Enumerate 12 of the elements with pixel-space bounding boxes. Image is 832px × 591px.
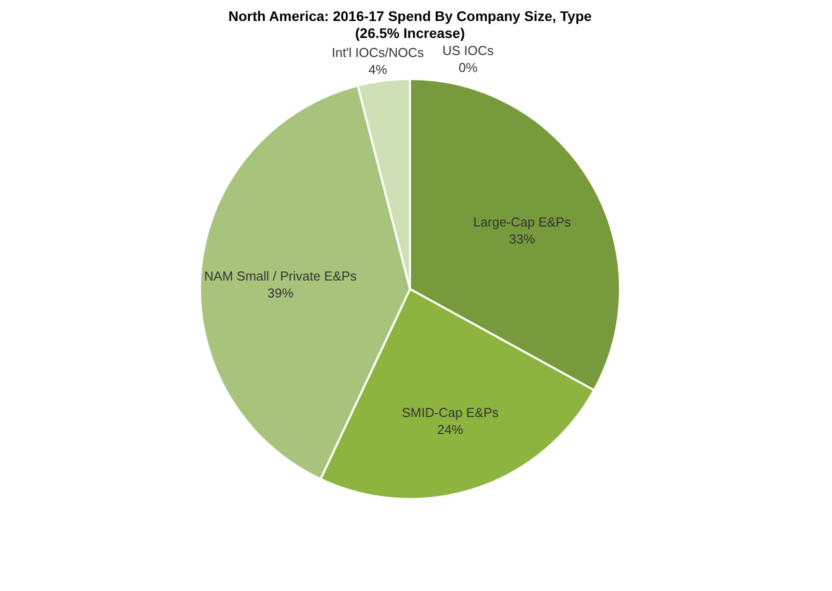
data-label: 24% <box>437 422 464 437</box>
data-label: 33% <box>509 232 536 247</box>
chart-subtitle: (26.5% Increase) <box>355 25 465 41</box>
slice-label: NAM Small / Private E&Ps <box>204 268 358 284</box>
category-label: US IOCs <box>442 43 494 58</box>
chart-title: North America: 2016-17 Spend By Company Size, Type <box>228 8 592 24</box>
data-label: 4% <box>368 62 388 77</box>
slice-label: Large-Cap E&Ps <box>473 214 572 230</box>
data-label: 39% <box>267 286 294 301</box>
text: 0% <box>458 60 478 75</box>
slice-label: Int'l IOCs/NOCs <box>332 44 424 60</box>
slice-label: SMID-Cap E&Ps <box>402 404 500 420</box>
